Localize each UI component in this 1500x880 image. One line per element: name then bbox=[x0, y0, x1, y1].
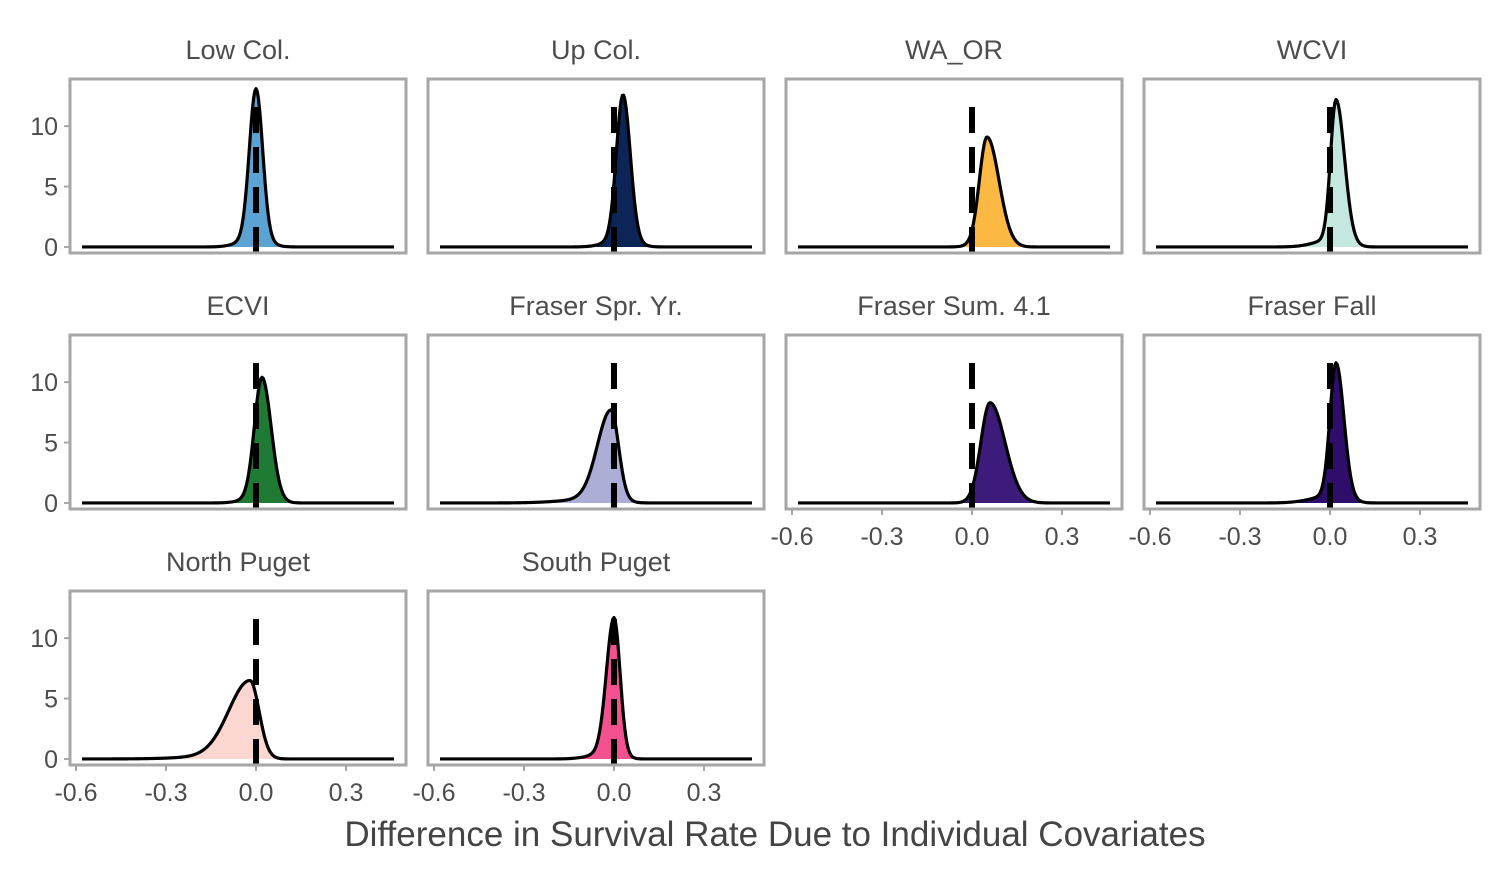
density-line-fraser-spr-yr bbox=[439, 408, 753, 505]
density-fill-up-col bbox=[440, 95, 752, 247]
panel-wcvi: WCVI bbox=[1142, 35, 1482, 255]
panel-low-col: Low Col. 0 5 10 bbox=[30, 35, 408, 262]
panel-border-up-col bbox=[426, 77, 766, 255]
panel-border-wcvi bbox=[1142, 77, 1482, 255]
y-tick-label-low-col-5: 5 bbox=[44, 174, 58, 202]
x-tick-label-south-puget-1: -0.3 bbox=[502, 779, 545, 807]
density-line-low-col bbox=[81, 87, 395, 249]
panel-border-fraser-spr-yr bbox=[426, 333, 766, 511]
density-line-south-puget bbox=[439, 615, 753, 761]
x-tick-label-north-puget-1: -0.3 bbox=[144, 779, 187, 807]
density-line-wa-or bbox=[797, 135, 1111, 249]
density-fill-wa-or bbox=[798, 137, 1110, 247]
y-tick-label-ecvi-10: 10 bbox=[30, 369, 58, 397]
y-tick-label-low-col-0: 0 bbox=[44, 234, 58, 262]
panel-title-ecvi: ECVI bbox=[206, 291, 269, 321]
density-line-wcvi bbox=[1155, 97, 1469, 249]
y-tick-label-north-puget-10: 10 bbox=[30, 625, 58, 653]
panel-fraser-sum-4-1: Fraser Sum. 4.1 -0.6 -0.3 0.0 0.3 bbox=[770, 291, 1124, 551]
panel-border-fraser-fall bbox=[1142, 333, 1482, 511]
x-tick-label-south-puget-0: -0.6 bbox=[412, 779, 455, 807]
x-tick-label-fraser-sum-4-1-2: 0.0 bbox=[955, 523, 990, 551]
panel-title-wcvi: WCVI bbox=[1277, 35, 1348, 65]
x-tick-label-north-puget-3: 0.3 bbox=[329, 779, 364, 807]
panel-title-fraser-sum-4-1: Fraser Sum. 4.1 bbox=[857, 291, 1051, 321]
panel-title-south-puget: South Puget bbox=[522, 547, 671, 577]
panel-border-north-puget bbox=[68, 589, 408, 767]
y-tick-label-ecvi-0: 0 bbox=[44, 490, 58, 518]
x-tick-label-fraser-fall-0: -0.6 bbox=[1128, 523, 1171, 551]
x-tick-label-north-puget-2: 0.0 bbox=[239, 779, 274, 807]
panel-title-wa-or: WA_OR bbox=[905, 35, 1003, 65]
panel-south-puget: South Puget -0.6 -0.3 0.0 0.3 bbox=[412, 547, 766, 807]
panel-up-col: Up Col. bbox=[426, 35, 766, 255]
y-tick-label-ecvi-5: 5 bbox=[44, 430, 58, 458]
density-fill-low-col bbox=[82, 88, 394, 247]
density-fill-fraser-sum-4-1 bbox=[798, 402, 1110, 503]
x-tick-label-fraser-fall-1: -0.3 bbox=[1218, 523, 1261, 551]
panel-fraser-fall: Fraser Fall -0.6 -0.3 0.0 0.3 bbox=[1128, 291, 1482, 551]
x-tick-label-fraser-sum-4-1-1: -0.3 bbox=[860, 523, 903, 551]
density-fill-fraser-fall bbox=[1156, 362, 1468, 503]
density-line-up-col bbox=[439, 93, 753, 249]
panel-title-fraser-fall: Fraser Fall bbox=[1247, 291, 1376, 321]
panel-border-wa-or bbox=[784, 77, 1124, 255]
density-line-ecvi bbox=[81, 375, 395, 505]
panel-title-fraser-spr-yr: Fraser Spr. Yr. bbox=[509, 291, 683, 321]
x-tick-label-fraser-sum-4-1-0: -0.6 bbox=[770, 523, 813, 551]
x-tick-label-fraser-sum-4-1-3: 0.3 bbox=[1045, 523, 1080, 551]
density-line-fraser-sum-4-1 bbox=[797, 401, 1111, 505]
x-tick-label-north-puget-0: -0.6 bbox=[54, 779, 97, 807]
panel-title-up-col: Up Col. bbox=[551, 35, 641, 65]
x-tick-label-fraser-fall-3: 0.3 bbox=[1403, 523, 1438, 551]
density-fill-ecvi bbox=[82, 377, 394, 503]
panel-fraser-spr-yr: Fraser Spr. Yr. bbox=[426, 291, 766, 511]
density-fill-north-puget bbox=[82, 680, 394, 759]
x-axis-title: Difference in Survival Rate Due to Indiv… bbox=[344, 815, 1205, 854]
x-tick-label-south-puget-3: 0.3 bbox=[687, 779, 722, 807]
y-tick-label-low-col-10: 10 bbox=[30, 113, 58, 141]
panel-title-low-col: Low Col. bbox=[185, 35, 290, 65]
density-fill-south-puget bbox=[440, 617, 752, 759]
panel-border-south-puget bbox=[426, 589, 766, 767]
density-fill-wcvi bbox=[1156, 99, 1468, 247]
panel-ecvi: ECVI 0 5 10 bbox=[30, 291, 408, 518]
panel-border-ecvi bbox=[68, 333, 408, 511]
panel-border-low-col bbox=[68, 77, 408, 255]
panel-north-puget: North Puget 0 5 10 -0.6 -0.3 0.0 0.3 bbox=[30, 547, 408, 807]
density-line-north-puget bbox=[81, 678, 395, 761]
y-tick-label-north-puget-0: 0 bbox=[44, 746, 58, 774]
panel-title-north-puget: North Puget bbox=[166, 547, 311, 577]
x-tick-label-south-puget-2: 0.0 bbox=[597, 779, 632, 807]
panel-wa-or: WA_OR bbox=[784, 35, 1124, 255]
x-tick-label-fraser-fall-2: 0.0 bbox=[1313, 523, 1348, 551]
y-tick-label-north-puget-5: 5 bbox=[44, 686, 58, 714]
density-line-fraser-fall bbox=[1155, 361, 1469, 505]
panel-border-fraser-sum-4-1 bbox=[784, 333, 1124, 511]
